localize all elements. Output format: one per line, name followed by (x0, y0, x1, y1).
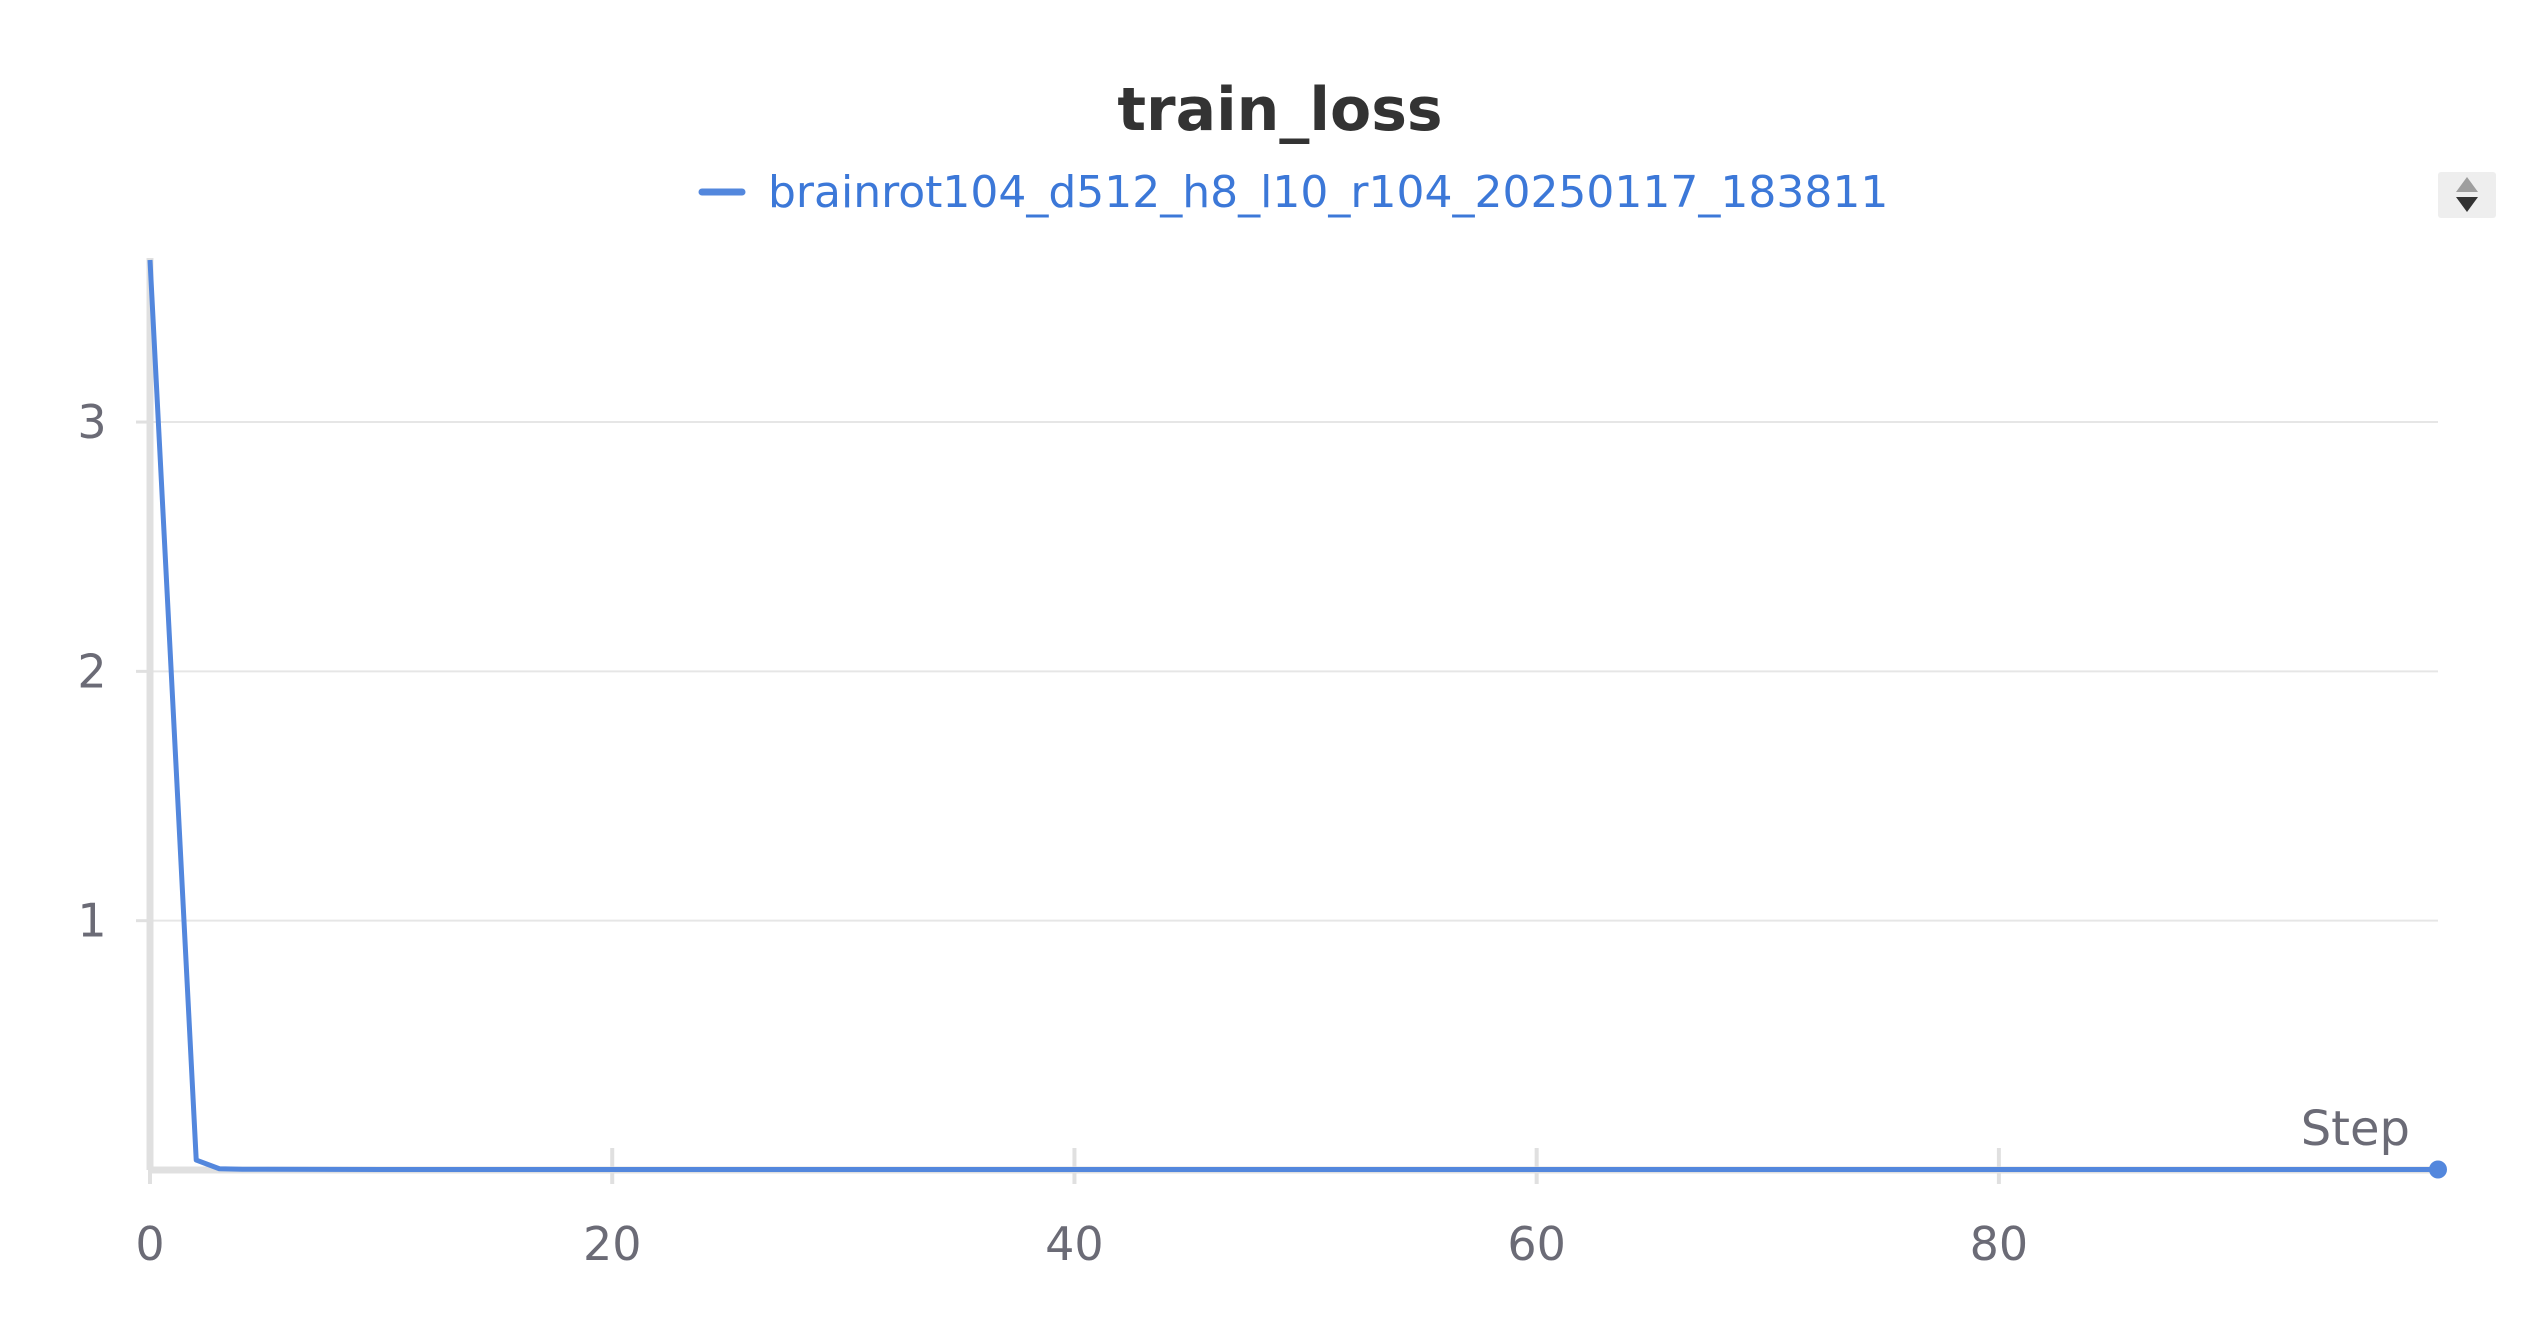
legend[interactable]: brainrot104_d512_h8_l10_r104_20250117_18… (698, 167, 1888, 218)
x-tick-label: 80 (1970, 1217, 2029, 1271)
gridlines (150, 421, 2438, 922)
series-endpoint (2429, 1160, 2447, 1179)
tick-labels: 1 2 3 0 20 40 60 80 (77, 395, 2028, 1271)
y-tick-label: 2 (77, 644, 106, 698)
y-tick-label: 1 (77, 894, 106, 948)
series-line[interactable] (147, 259, 2438, 1173)
x-tick-label: 60 (1507, 1217, 1566, 1271)
legend-scroll-button[interactable] (2438, 172, 2496, 218)
legend-label[interactable]: brainrot104_d512_h8_l10_r104_20250117_18… (768, 167, 1888, 218)
chevron-down-icon (2456, 197, 2478, 212)
x-axis-label: Step (2301, 1101, 2410, 1157)
axes (136, 258, 2438, 1184)
chevron-up-icon (2456, 177, 2478, 192)
series-layer (147, 259, 2447, 1179)
x-tick-label: 0 (135, 1217, 164, 1271)
x-tick-label: 20 (583, 1217, 642, 1271)
x-tick-label: 40 (1045, 1217, 1104, 1271)
chart-title: train_loss (1117, 75, 1442, 145)
y-tick-label: 3 (77, 395, 106, 449)
